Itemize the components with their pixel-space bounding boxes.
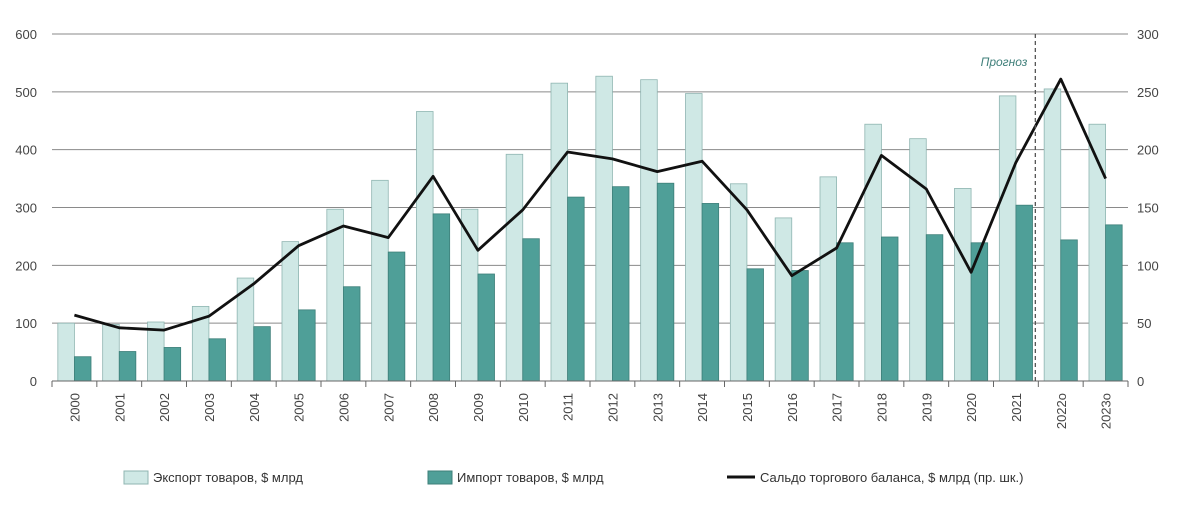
export-bar [505, 153, 524, 382]
import-bar [74, 356, 92, 382]
y-right-tick-label: 0 [1137, 374, 1144, 389]
x-tick-label: 2002 [157, 393, 172, 422]
export-bar [954, 188, 972, 382]
legend-export-label: Экспорт товаров, $ млрд [153, 470, 303, 485]
x-tick-label: 2009 [471, 393, 486, 422]
import-bar [208, 338, 226, 382]
import-bar [1060, 239, 1078, 382]
export-bar [998, 95, 1017, 382]
import-bar [343, 286, 361, 382]
export-bar [685, 93, 703, 382]
legend-import-label: Импорт товаров, $ млрд [457, 470, 604, 485]
x-tick-label: 2020 [964, 393, 979, 422]
legend-export-swatch [123, 470, 149, 485]
gridlines [52, 33, 1128, 324]
import-bar [118, 351, 137, 382]
y-left-tick-label: 0 [30, 374, 37, 389]
import-bar [522, 238, 540, 382]
x-tick-label: 2011 [561, 393, 576, 421]
x-tick-label: 2010 [516, 393, 531, 422]
x-tick-label: 2019 [919, 393, 934, 422]
import-bar [836, 242, 854, 382]
tick-labels: 0 100 200 300 400 500 600 0 50 100 150 200 250 300 200… [15, 27, 1158, 429]
import-bar [298, 309, 316, 382]
import-bar [477, 273, 495, 382]
import-bar [701, 203, 720, 382]
import-bar [791, 270, 809, 382]
x-tick-label: 2004 [247, 393, 262, 422]
y-right-tick-label: 50 [1137, 316, 1151, 331]
import-bar [612, 186, 630, 382]
x-tick-label: 2018 [874, 393, 889, 422]
export-bar [281, 241, 299, 382]
y-right-tick-label: 150 [1137, 201, 1159, 216]
x-tick-label: 2006 [336, 393, 351, 422]
export-bar [819, 176, 837, 382]
legend-import-swatch [427, 470, 453, 485]
balance-line [74, 77, 1107, 332]
x-tick-label: 2000 [67, 393, 82, 422]
y-left-tick-label: 200 [15, 258, 37, 273]
import-bar [881, 236, 899, 382]
export-bar [1043, 88, 1062, 382]
y-right-tick-label: 250 [1137, 85, 1159, 100]
balance-line-group [74, 77, 1107, 332]
y-right-tick-label: 300 [1137, 27, 1159, 42]
export-bar [371, 179, 389, 382]
x-tick-label: 2016 [785, 393, 800, 422]
x-tick-label: 2017 [830, 393, 845, 422]
import-bar [387, 251, 406, 382]
export-bar [416, 111, 434, 382]
y-left-tick-label: 100 [15, 316, 37, 331]
y-right-tick-label: 100 [1137, 258, 1159, 273]
import-bar [746, 268, 764, 382]
export-bar [326, 208, 344, 382]
import-bar [925, 234, 944, 382]
import-bar [1105, 224, 1123, 382]
x-tick-label: 2003 [202, 393, 217, 422]
y-left-tick-label: 500 [15, 85, 37, 100]
axes [51, 380, 1129, 387]
export-bar [640, 79, 658, 382]
x-tick-label: 2007 [381, 393, 396, 422]
forecast-marker: Прогноз [981, 34, 1036, 381]
x-tick-label: 2008 [426, 393, 441, 422]
forecast-label: Прогноз [981, 55, 1028, 69]
y-right-tick-label: 200 [1137, 143, 1159, 158]
x-tick-label: 2022о [1054, 393, 1069, 429]
x-tick-label: 2005 [292, 393, 307, 422]
x-tick-label: 2013 [650, 393, 665, 422]
import-bar [656, 182, 675, 382]
y-left-tick-label: 600 [15, 27, 37, 42]
import-bar [1015, 204, 1033, 382]
y-left-tick-label: 400 [15, 143, 37, 158]
x-tick-label: 2021 [1009, 393, 1024, 422]
x-tick-label: 2001 [112, 393, 127, 422]
import-bar [253, 326, 271, 382]
bars-group [57, 75, 1123, 382]
x-tick-label: 2015 [740, 393, 755, 422]
import-bar [567, 196, 585, 382]
export-bar [595, 75, 613, 382]
legend-balance-label: Сальдо торгового баланса, $ млрд (пр. шк… [760, 470, 1024, 485]
x-tick-label: 2012 [605, 393, 620, 422]
export-bar [774, 217, 793, 382]
x-tick-label: 2014 [695, 393, 710, 422]
export-bar [729, 183, 748, 382]
import-bar [163, 347, 182, 382]
export-bar [550, 82, 568, 382]
import-bar [432, 213, 451, 382]
x-tick-label: 2023о [1099, 393, 1114, 429]
export-bar [102, 323, 120, 382]
export-bar [57, 322, 75, 382]
y-left-tick-label: 300 [15, 201, 37, 216]
legend: Экспорт товаров, $ млрд Импорт товаров, … [123, 470, 1024, 485]
export-bar [909, 138, 927, 382]
